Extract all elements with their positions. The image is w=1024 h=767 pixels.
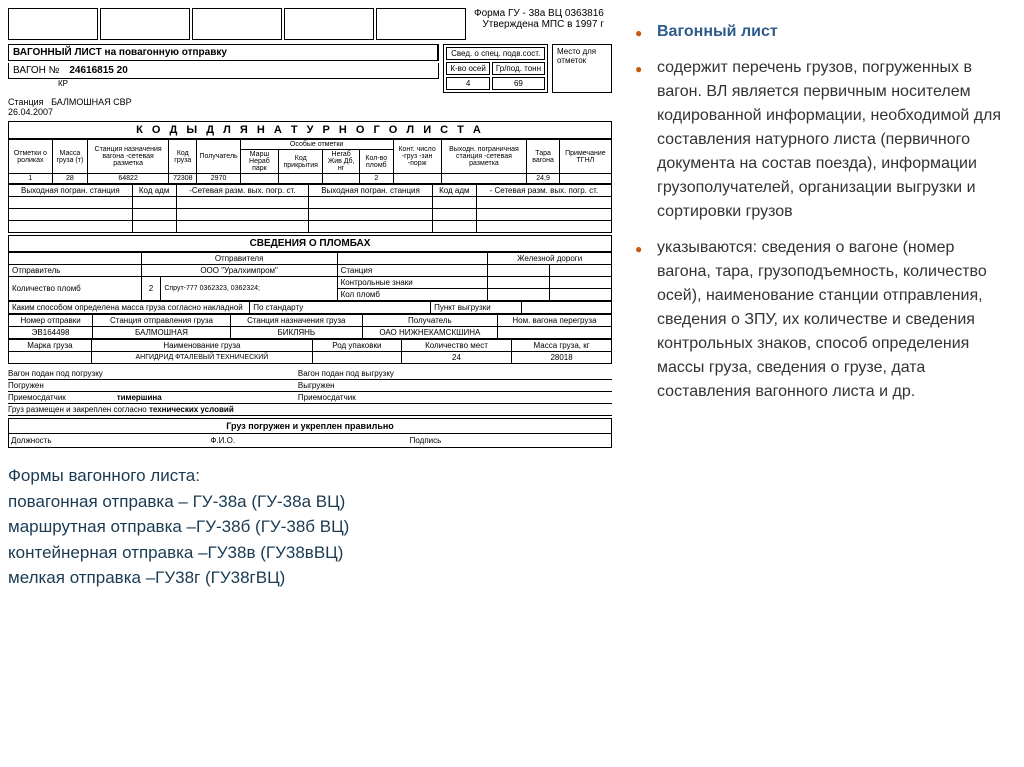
- seals-table: Отправителя Железной дороги Отправитель …: [8, 252, 612, 301]
- form-document: Форма ГУ - 38а ВЦ 0363816 Утверждена МПС…: [0, 0, 620, 767]
- heading-term: Вагонный лист: [657, 23, 778, 40]
- footer-lines: Вагон подан под погрузкуВагон подан под …: [8, 368, 612, 416]
- bullet-p2: указываются: сведения о вагоне (номер ва…: [635, 236, 1009, 404]
- title-row: ВАГОННЫЙ ЛИСТ на повагонную отправку: [8, 44, 439, 61]
- shipment-table: Номер отправкиСтанция отправления груза …: [8, 314, 612, 339]
- wagon-number: 24616815 20: [69, 65, 127, 76]
- seals-title: СВЕДЕНИЯ О ПЛОМБАХ: [8, 235, 612, 252]
- doc-title: ВАГОННЫЙ ЛИСТ на повагонную отправку: [9, 45, 438, 60]
- codes-title: К О Д Ы Д Л Я Н А Т У Р Н О Г О Л И С Т …: [8, 121, 612, 139]
- station-info: Станция БАЛМОШНАЯ СВР 26.04.2007: [8, 97, 612, 117]
- top-empty-boxes: [8, 8, 466, 40]
- forms-list: Формы вагонного листа: повагонная отправ…: [8, 463, 612, 591]
- place-box: Место для отметок: [552, 44, 612, 93]
- bullet-heading: Вагонный лист: [635, 20, 1009, 44]
- bullet-p1: содержит перечень грузов, погруженных в …: [635, 56, 1009, 224]
- wagon-label: ВАГОН №: [13, 65, 59, 76]
- spec-table: Свед. о спец. подв.сост. К-во осейГр/под…: [443, 44, 548, 93]
- wagon-kr: КР: [8, 79, 439, 88]
- description-panel: Вагонный лист содержит перечень грузов, …: [620, 0, 1024, 767]
- wagon-row: ВАГОН № 24616815 20: [8, 63, 439, 79]
- confirm-row: Груз погружен и укреплен правильно: [8, 418, 612, 434]
- form-number: Форма ГУ - 38а ВЦ 0363816 Утверждена МПС…: [474, 8, 604, 40]
- cargo-table: Марка грузаНаименование груза Род упаков…: [8, 339, 612, 364]
- codes-table: Отметки о роликах Масса груза (т) Станци…: [8, 139, 612, 184]
- sign-row: ДолжностьФ.И.О.Подпись: [8, 434, 612, 448]
- border-table: Выходная погран. станцияКод адм -Сетевая…: [8, 184, 612, 233]
- mass-table: Каким способом определена масса груза со…: [8, 301, 612, 314]
